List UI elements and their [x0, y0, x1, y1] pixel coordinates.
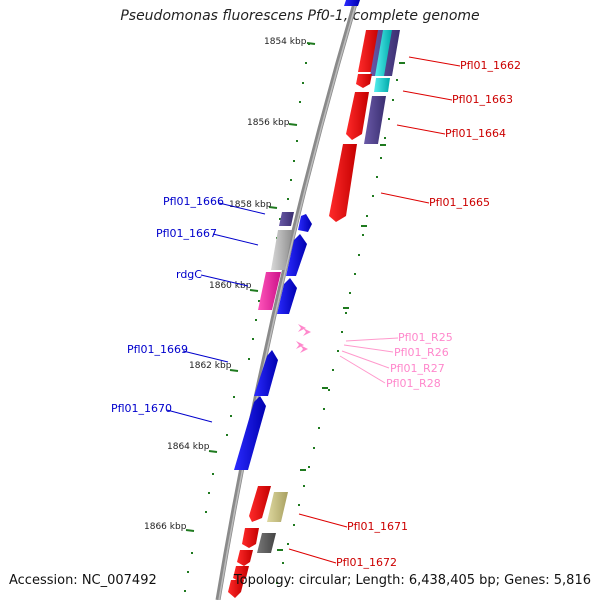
scale-label-1856: 1856 kbp: [247, 118, 290, 128]
leader-rdgC: [200, 274, 249, 287]
genome-backbone: [215, 0, 359, 600]
gene-rdgC-b: [277, 278, 297, 314]
leader-pfl01-1665: [380, 192, 430, 204]
label-pfl01-1664[interactable]: Pfl01_1664: [445, 127, 506, 140]
gene-pfl01-1663-red: [356, 74, 372, 88]
gene-red-bottom-2: [233, 566, 249, 582]
left-scale-ticks: [184, 43, 310, 592]
map-title: Pseudomonas fluorescens Pf0-1, complete …: [120, 8, 480, 24]
scale-label-1860: 1860 kbp: [209, 281, 252, 291]
gene-pfl01-1672a: [242, 528, 259, 548]
gene-rdgC: [258, 272, 281, 310]
gene-pfl01-1666: [279, 212, 294, 226]
leader-pfl01-1669: [182, 350, 229, 363]
rna-r25: [298, 324, 306, 332]
gene-red-bottom-1: [237, 550, 253, 566]
reverse-strand-genes: [234, 212, 312, 470]
leader-rna-r28: [339, 355, 386, 384]
label-pfl01-1666[interactable]: Pfl01_1666: [163, 195, 224, 208]
scale-label-1858: 1858 kbp: [229, 200, 272, 210]
gene-pfl01-1667: [271, 230, 292, 270]
topology-text: Topology: circular; Length: 6,438,405 bp…: [233, 573, 591, 588]
gene-pfl01-1662: [358, 30, 380, 72]
leader-pfl01-1671: [298, 513, 348, 528]
label-pfl01-1671[interactable]: Pfl01_1671: [347, 520, 408, 533]
gene-pfl01-1671: [249, 486, 271, 522]
scale-label-1862: 1862 kbp: [189, 361, 232, 371]
scale-label-1866: 1866 kbp: [144, 522, 187, 532]
gene-pfl01-1664-red: [346, 92, 369, 140]
genome-backbone-shadow: [218, 0, 358, 600]
gene-pfl01-1669: [254, 350, 278, 396]
label-pfl01-1672[interactable]: Pfl01_1672: [336, 556, 397, 569]
rna-features: [296, 324, 311, 353]
label-rna-r26[interactable]: Pfl01_R26: [394, 346, 449, 359]
leader-rna-r26: [343, 344, 394, 353]
leader-pfl01-1662: [408, 56, 461, 67]
label-pfl01-1663[interactable]: Pfl01_1663: [452, 93, 513, 106]
leader-rna-r27: [341, 350, 390, 369]
leader-pfl01-1667: [212, 233, 259, 246]
label-pfl01-1665[interactable]: Pfl01_1665: [429, 196, 490, 209]
left-major-ticks: [185, 42, 316, 532]
right-scale-ticks: [276, 79, 398, 584]
label-pfl01-1662[interactable]: Pfl01_1662: [460, 59, 521, 72]
gene-pfl01-1664: [364, 96, 386, 144]
gene-pfl01-1671b: [267, 492, 288, 522]
label-pfl01-1669[interactable]: Pfl01_1669: [127, 343, 188, 356]
gene-pfl01-1662c: [375, 30, 392, 76]
label-rdgC[interactable]: rdgC: [176, 268, 202, 281]
label-pfl01-1667[interactable]: Pfl01_1667: [156, 227, 217, 240]
rna-r28: [300, 345, 308, 353]
gene-pfl01-1670: [234, 396, 266, 470]
label-rna-r25[interactable]: Pfl01_R25: [398, 331, 453, 344]
gene-pfl01-1663: [374, 78, 390, 92]
gene-pfl01-1666b: [298, 214, 312, 232]
leader-pfl01-1670: [166, 409, 213, 423]
gene-pfl01-1667b: [286, 234, 307, 276]
leader-pfl01-1666: [218, 202, 266, 215]
scale-label-1864: 1864 kbp: [167, 442, 210, 452]
leader-pfl01-1663: [402, 90, 453, 101]
accession-text: Accession: NC_007492: [9, 573, 157, 588]
gene-pfl01-1665: [329, 144, 357, 222]
label-rna-r27[interactable]: Pfl01_R27: [390, 362, 445, 375]
gene-pfl01-1672: [257, 533, 276, 553]
scale-label-1854: 1854 kbp: [264, 37, 307, 47]
leader-pfl01-1664: [396, 124, 446, 135]
right-major-ticks: [277, 62, 405, 551]
leader-rna-r25: [345, 337, 399, 342]
forward-strand-genes: [228, 0, 400, 598]
leader-pfl01-1672: [288, 548, 337, 564]
gene-red-bottom-3: [228, 580, 244, 598]
rna-r26: [303, 328, 311, 336]
label-rna-r28[interactable]: Pfl01_R28: [386, 377, 441, 390]
label-pfl01-1670[interactable]: Pfl01_1670: [111, 402, 172, 415]
gene-blue-top: [344, 0, 360, 6]
